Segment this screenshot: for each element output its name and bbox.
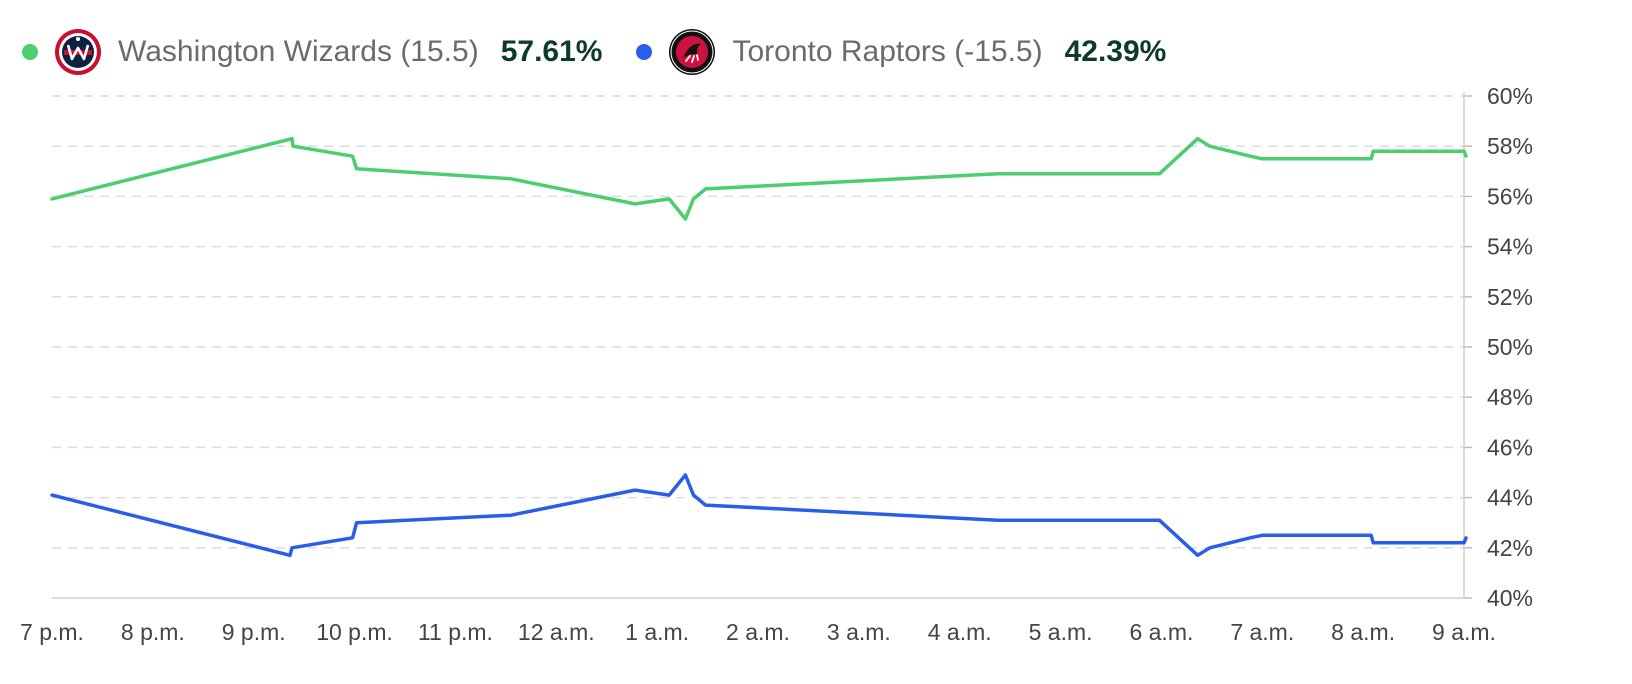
- legend-dot-toronto: [636, 44, 653, 60]
- y-tick-label: 46%: [1487, 434, 1533, 460]
- x-tick-label: 4 a.m.: [928, 619, 992, 645]
- legend-label-washington: Washington Wizards (15.5): [118, 35, 479, 68]
- series-line-washington-wizards: [50, 136, 1468, 221]
- x-tick-label: 1 a.m.: [625, 619, 689, 645]
- legend-item-toronto-raptors[interactable]: Toronto Raptors (-15.5) 42.39%: [636, 28, 1166, 76]
- washington-wizards-logo-icon: [55, 29, 101, 75]
- legend-value-toronto: 42.39%: [1064, 35, 1167, 68]
- x-tick-label: 12 a.m.: [518, 619, 595, 645]
- x-tick-label: 2 a.m.: [726, 619, 790, 645]
- y-tick-label: 42%: [1487, 535, 1533, 561]
- y-tick-label: 56%: [1487, 183, 1533, 209]
- x-tick-label: 11 p.m.: [418, 619, 493, 645]
- x-tick-label: 6 a.m.: [1129, 619, 1193, 645]
- y-tick-label: 58%: [1487, 133, 1533, 159]
- x-tick-label: 7 p.m.: [20, 619, 84, 645]
- x-tick-label: 10 p.m.: [316, 619, 393, 645]
- x-tick-label: 8 a.m.: [1331, 619, 1395, 645]
- y-tick-label: 48%: [1487, 384, 1533, 410]
- x-tick-label: 9 p.m.: [222, 619, 286, 645]
- x-tick-label: 9 a.m.: [1432, 619, 1496, 645]
- y-tick-label: 54%: [1487, 234, 1533, 260]
- toronto-raptors-logo-icon: [669, 29, 716, 75]
- chart-legend: Washington Wizards (15.5) 57.61% Toronto…: [22, 26, 1200, 78]
- legend-label-toronto: Toronto Raptors (-15.5): [732, 35, 1043, 68]
- legend-item-washington-wizards[interactable]: Washington Wizards (15.5) 57.61%: [22, 28, 602, 76]
- y-tick-label: 52%: [1487, 284, 1533, 310]
- y-tick-label: 60%: [1487, 83, 1533, 109]
- x-tick-label: 3 a.m.: [827, 619, 891, 645]
- y-tick-label: 40%: [1487, 585, 1533, 611]
- y-tick-label: 50%: [1487, 334, 1533, 360]
- x-tick-label: 8 p.m.: [121, 619, 185, 645]
- y-tick-label: 44%: [1487, 485, 1533, 511]
- x-tick-label: 7 a.m.: [1230, 619, 1294, 645]
- series-line-toronto-raptors: [50, 473, 1468, 558]
- legend-value-washington: 57.61%: [500, 35, 603, 68]
- x-tick-label: 5 a.m.: [1029, 619, 1093, 645]
- legend-dot-washington: [22, 44, 38, 60]
